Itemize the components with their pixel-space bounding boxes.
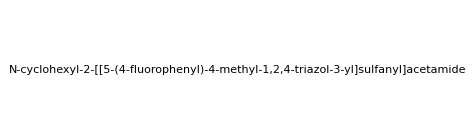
Text: N-cyclohexyl-2-[[5-(4-fluorophenyl)-4-methyl-1,2,4-triazol-3-yl]sulfanyl]acetami: N-cyclohexyl-2-[[5-(4-fluorophenyl)-4-me… [9,65,467,75]
